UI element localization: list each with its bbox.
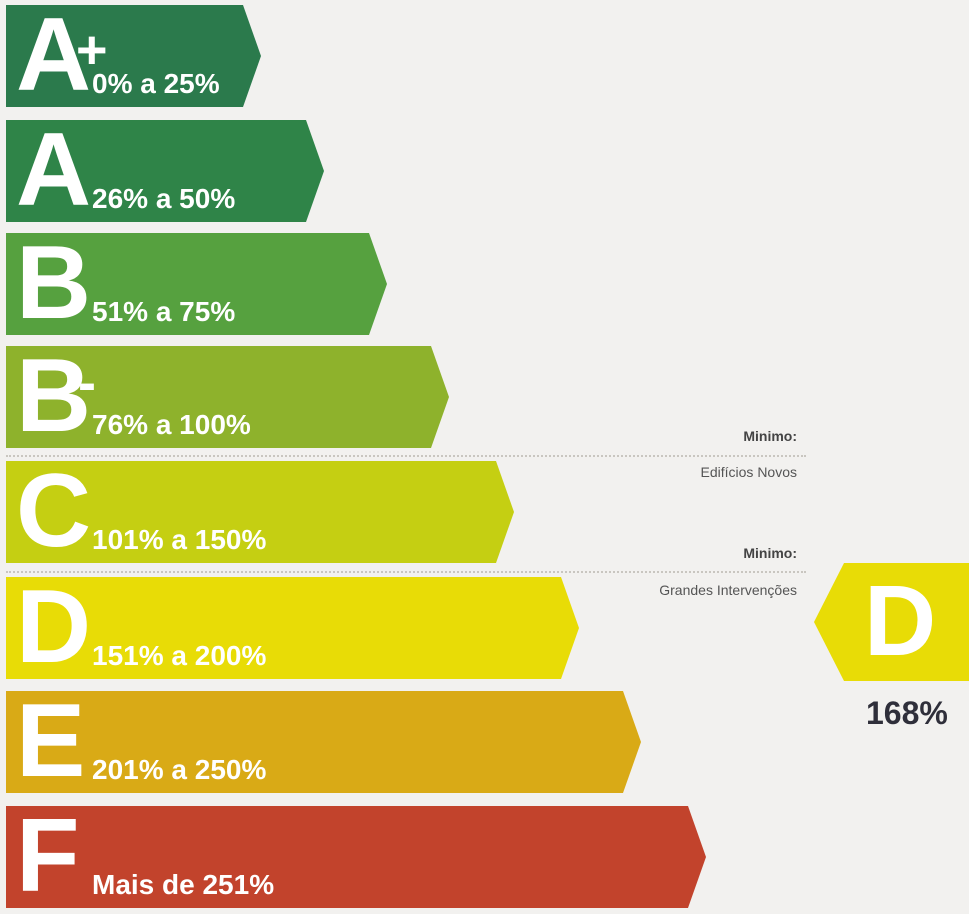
energy-band-0: A +0% a 25% (6, 0, 261, 113)
band-letter: F (16, 798, 80, 914)
major-renovation-minimum-title: Minimo: (743, 545, 797, 561)
band-letter: A (16, 112, 92, 228)
energy-band-3: B -76% a 100% (6, 338, 449, 454)
energy-band-1: A 26% a 50% (6, 112, 324, 228)
major-renovation-minimum-label: Grandes Intervenções (659, 582, 797, 598)
band-arrow-shape (6, 346, 449, 448)
new-buildings-threshold-line (6, 455, 806, 457)
band-arrow-shape (6, 577, 579, 679)
band-range-label: 201% a 250% (92, 754, 267, 785)
rating-arrow-shape (814, 563, 969, 681)
rating-indicator: D (814, 563, 969, 681)
rating-value: 168% (866, 695, 948, 731)
band-arrow-shape (6, 233, 387, 335)
energy-band-7: F Mais de 251% (6, 798, 706, 914)
energy-band-5: D 151% a 200% (6, 569, 579, 685)
band-arrow-shape (6, 5, 261, 107)
band-range-label: 151% a 200% (92, 640, 267, 671)
band-letter: D (16, 569, 92, 685)
band-arrow-shape (6, 691, 641, 793)
new-buildings-minimum-title: Minimo: (743, 428, 797, 444)
band-letter: C (16, 453, 92, 569)
energy-band-4: C 101% a 150% (6, 453, 514, 569)
band-arrow-shape (6, 806, 706, 908)
new-buildings-minimum-label: Edifícios Novos (700, 464, 797, 480)
band-range-label: 0% a 25% (92, 68, 220, 99)
band-letter-suffix: - (78, 353, 96, 413)
band-letter: A (16, 0, 92, 113)
band-arrow-shape (6, 461, 514, 563)
energy-band-2: B 51% a 75% (6, 225, 387, 341)
energy-band-6: E 201% a 250% (6, 683, 641, 799)
band-range-label: 101% a 150% (92, 524, 267, 555)
major-renovation-threshold-line (6, 571, 806, 573)
band-range-label: 76% a 100% (92, 409, 251, 440)
band-letter-suffix: + (76, 20, 108, 80)
band-range-label: Mais de 251% (92, 869, 275, 900)
band-letter: B (16, 225, 92, 341)
band-letter: B (16, 338, 92, 454)
band-range-label: 26% a 50% (92, 183, 236, 214)
band-letter: E (16, 683, 86, 799)
band-range-label: 51% a 75% (92, 296, 236, 327)
rating-letter: D (864, 565, 937, 677)
band-arrow-shape (6, 120, 324, 222)
